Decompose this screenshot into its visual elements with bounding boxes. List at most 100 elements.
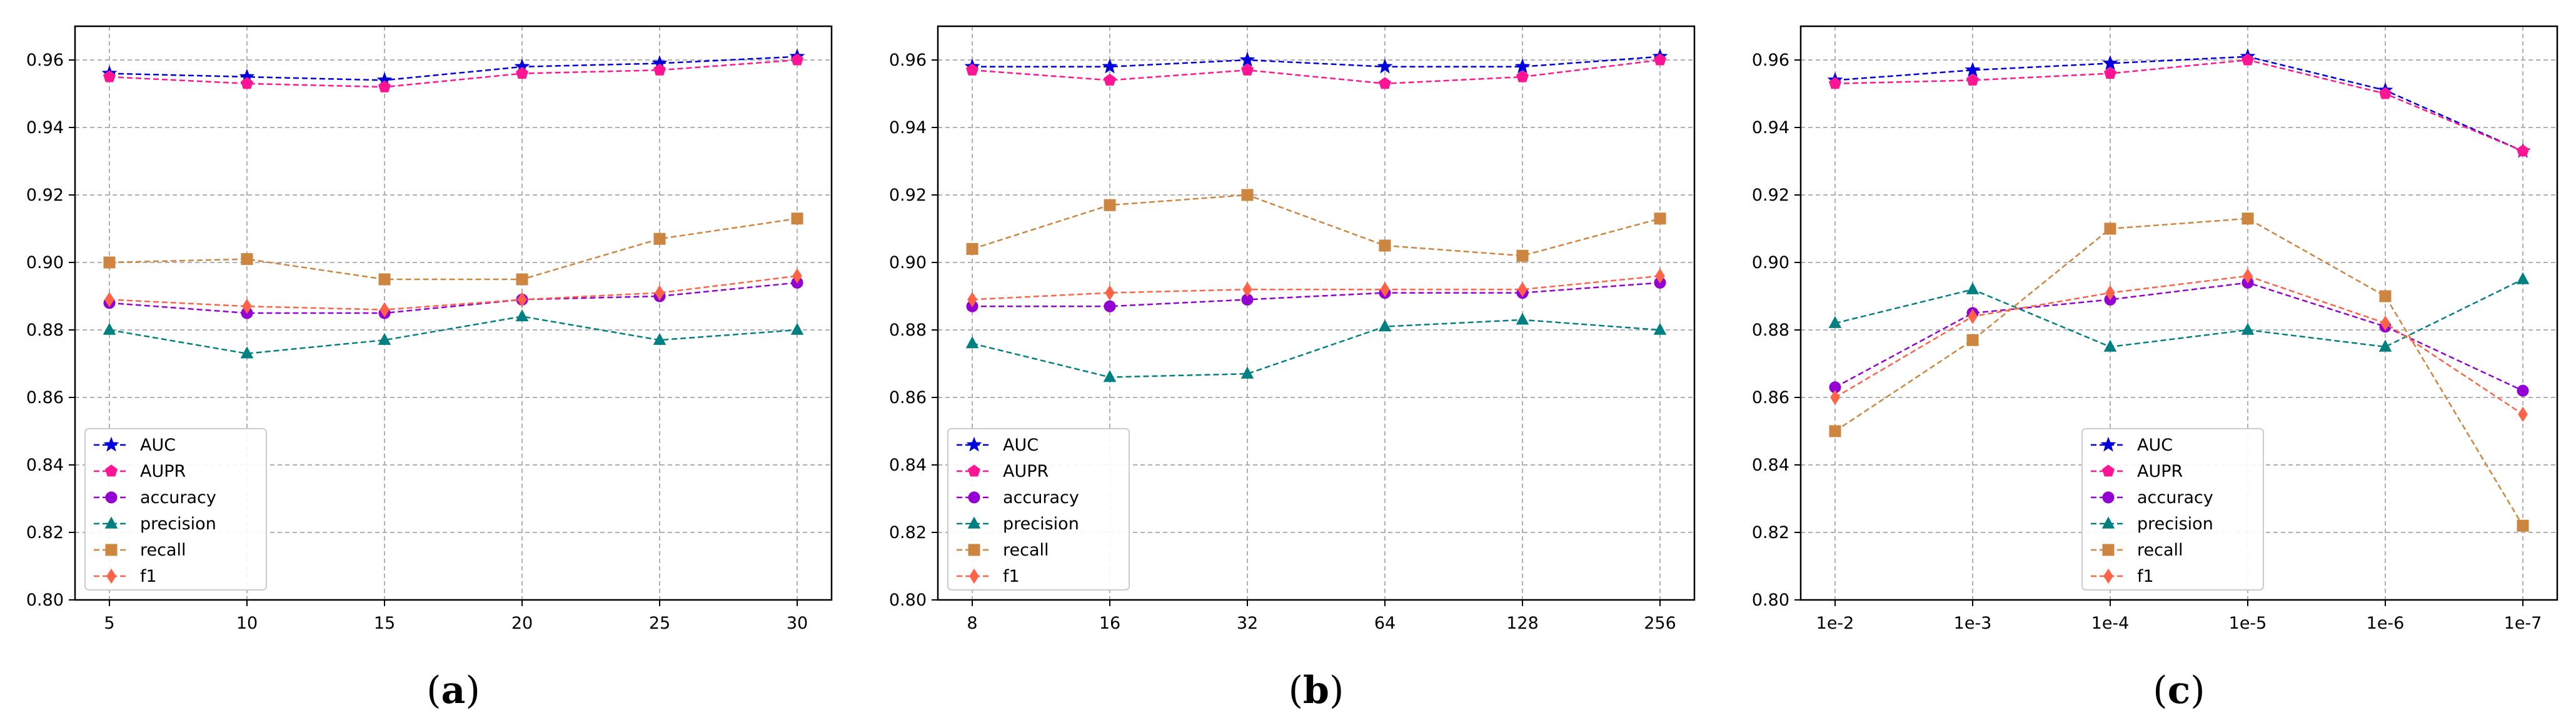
series-line-f1 — [972, 275, 1661, 301]
series-line-AUPR — [109, 59, 798, 88]
data-point-precision — [1103, 370, 1117, 382]
legend-label-AUPR: AUPR — [2137, 462, 2183, 481]
data-point-AUPR — [2517, 144, 2529, 157]
legend-marker-precision — [2101, 516, 2115, 529]
panel-label: (a) — [426, 669, 480, 712]
legend-label-AUC: AUC — [140, 436, 176, 455]
legend-marker-f1 — [2103, 568, 2113, 584]
data-point-f1 — [967, 292, 977, 307]
chart-panel-2: 0.80 0.82 0.84 0.86 0.88 0.90 0.92 0.94 0.96 8 16 3… — [889, 25, 1696, 712]
legend-label-recall: recall — [140, 541, 186, 560]
legend-label-accuracy: accuracy — [2137, 488, 2213, 507]
data-point-f1 — [1968, 309, 1978, 324]
legend-label-f1: f1 — [140, 567, 157, 586]
y-tick-label: 0.94 — [1752, 118, 1789, 137]
data-point-recall — [966, 242, 979, 255]
data-point-AUPR — [2104, 67, 2116, 79]
series-line-recall — [109, 217, 798, 281]
data-point-AUPR — [966, 63, 979, 76]
chart-panel-3: 0.80 0.82 0.84 0.86 0.88 0.90 0.92 0.94 0.96 1e-2… — [1752, 25, 2558, 712]
y-tick-label: 0.88 — [26, 321, 64, 340]
plot-frame — [1799, 25, 2558, 601]
panel-label: (c) — [2153, 669, 2205, 712]
x-tick-label: 8 — [967, 614, 977, 633]
series-line-precision — [1834, 278, 2523, 348]
data-point-f1 — [517, 292, 527, 307]
data-point-AUC — [1102, 58, 1118, 74]
legend-label-precision: precision — [1003, 514, 1079, 534]
x-tick-label: 64 — [1374, 614, 1396, 633]
data-point-precision — [1653, 322, 1667, 335]
data-point-precision — [965, 336, 979, 349]
series-line-accuracy — [109, 282, 798, 314]
data-point-recall — [2517, 519, 2529, 532]
y-tick-label: 0.96 — [889, 51, 927, 70]
x-tick-label: 1e-3 — [1954, 614, 1992, 633]
y-tick-label: 0.90 — [1752, 253, 1789, 272]
legend-label-AUPR: AUPR — [1003, 462, 1049, 481]
data-point-precision — [1828, 316, 1842, 328]
data-point-recall — [2379, 290, 2392, 302]
legend-label-precision: precision — [2137, 514, 2213, 534]
data-point-recall — [1104, 199, 1116, 211]
data-point-recall — [1966, 334, 1979, 346]
data-point-precision — [515, 309, 529, 322]
data-point-recall — [241, 253, 253, 266]
data-point-AUPR — [516, 67, 528, 79]
y-tick-label: 0.80 — [889, 591, 927, 610]
x-tick-label: 15 — [374, 614, 395, 633]
data-point-AUPR — [1241, 63, 1254, 76]
data-point-accuracy — [2517, 384, 2529, 397]
x-tick-label: 1e-5 — [2229, 614, 2267, 633]
y-tick-label: 0.90 — [26, 253, 64, 272]
data-point-recall — [378, 273, 391, 286]
y-tick-label: 0.94 — [889, 118, 927, 137]
legend-marker-recall — [105, 544, 118, 556]
series-line-AUC — [1834, 56, 2523, 152]
data-point-recall — [2104, 222, 2116, 235]
data-point-AUPR — [1829, 77, 1841, 89]
legend-marker-accuracy — [105, 491, 118, 504]
x-tick-label: 25 — [649, 614, 670, 633]
legend-marker-AUPR — [2102, 464, 2115, 477]
y-tick-label: 0.80 — [1752, 591, 1789, 610]
data-point-f1 — [1655, 268, 1665, 284]
legend-label-AUC: AUC — [1003, 436, 1039, 455]
data-point-f1 — [1830, 389, 1840, 406]
data-point-AUPR — [1379, 77, 1391, 89]
y-tick-label: 0.82 — [1752, 523, 1789, 542]
y-tick-label: 0.84 — [26, 456, 64, 475]
data-point-AUPR — [2241, 53, 2254, 66]
data-point-AUC — [1377, 58, 1393, 74]
data-point-AUPR — [103, 70, 116, 82]
legend-marker-AUC — [2100, 436, 2116, 452]
data-point-f1 — [2518, 406, 2528, 422]
data-point-AUPR — [1966, 73, 1979, 86]
data-point-AUPR — [378, 80, 391, 92]
x-tick-label: 32 — [1237, 614, 1258, 633]
data-point-recall — [791, 212, 803, 225]
legend-marker-accuracy — [968, 491, 980, 504]
y-tick-label: 0.92 — [1752, 186, 1789, 205]
y-tick-label: 0.80 — [26, 591, 64, 610]
legend-box — [2081, 428, 2264, 591]
y-tick-label: 0.92 — [26, 186, 64, 205]
legend-label-AUC: AUC — [2137, 436, 2173, 455]
data-point-recall — [653, 232, 666, 245]
x-tick-label: 1e-7 — [2504, 614, 2542, 633]
x-tick-label: 10 — [236, 614, 258, 633]
panel-label: (b) — [1289, 669, 1344, 712]
series-line-AUC — [972, 56, 1661, 68]
legend-box — [947, 428, 1130, 591]
plot-frame — [74, 25, 833, 601]
data-point-precision — [378, 332, 391, 345]
legend-label-precision: precision — [140, 514, 216, 534]
data-point-precision — [1516, 312, 1529, 325]
series-line-AUPR — [972, 59, 1661, 85]
legend-marker-recall — [968, 544, 980, 556]
data-point-f1 — [2243, 268, 2253, 284]
legend-label-AUPR: AUPR — [140, 462, 186, 481]
y-tick-label: 0.92 — [889, 186, 927, 205]
data-point-f1 — [380, 302, 390, 317]
